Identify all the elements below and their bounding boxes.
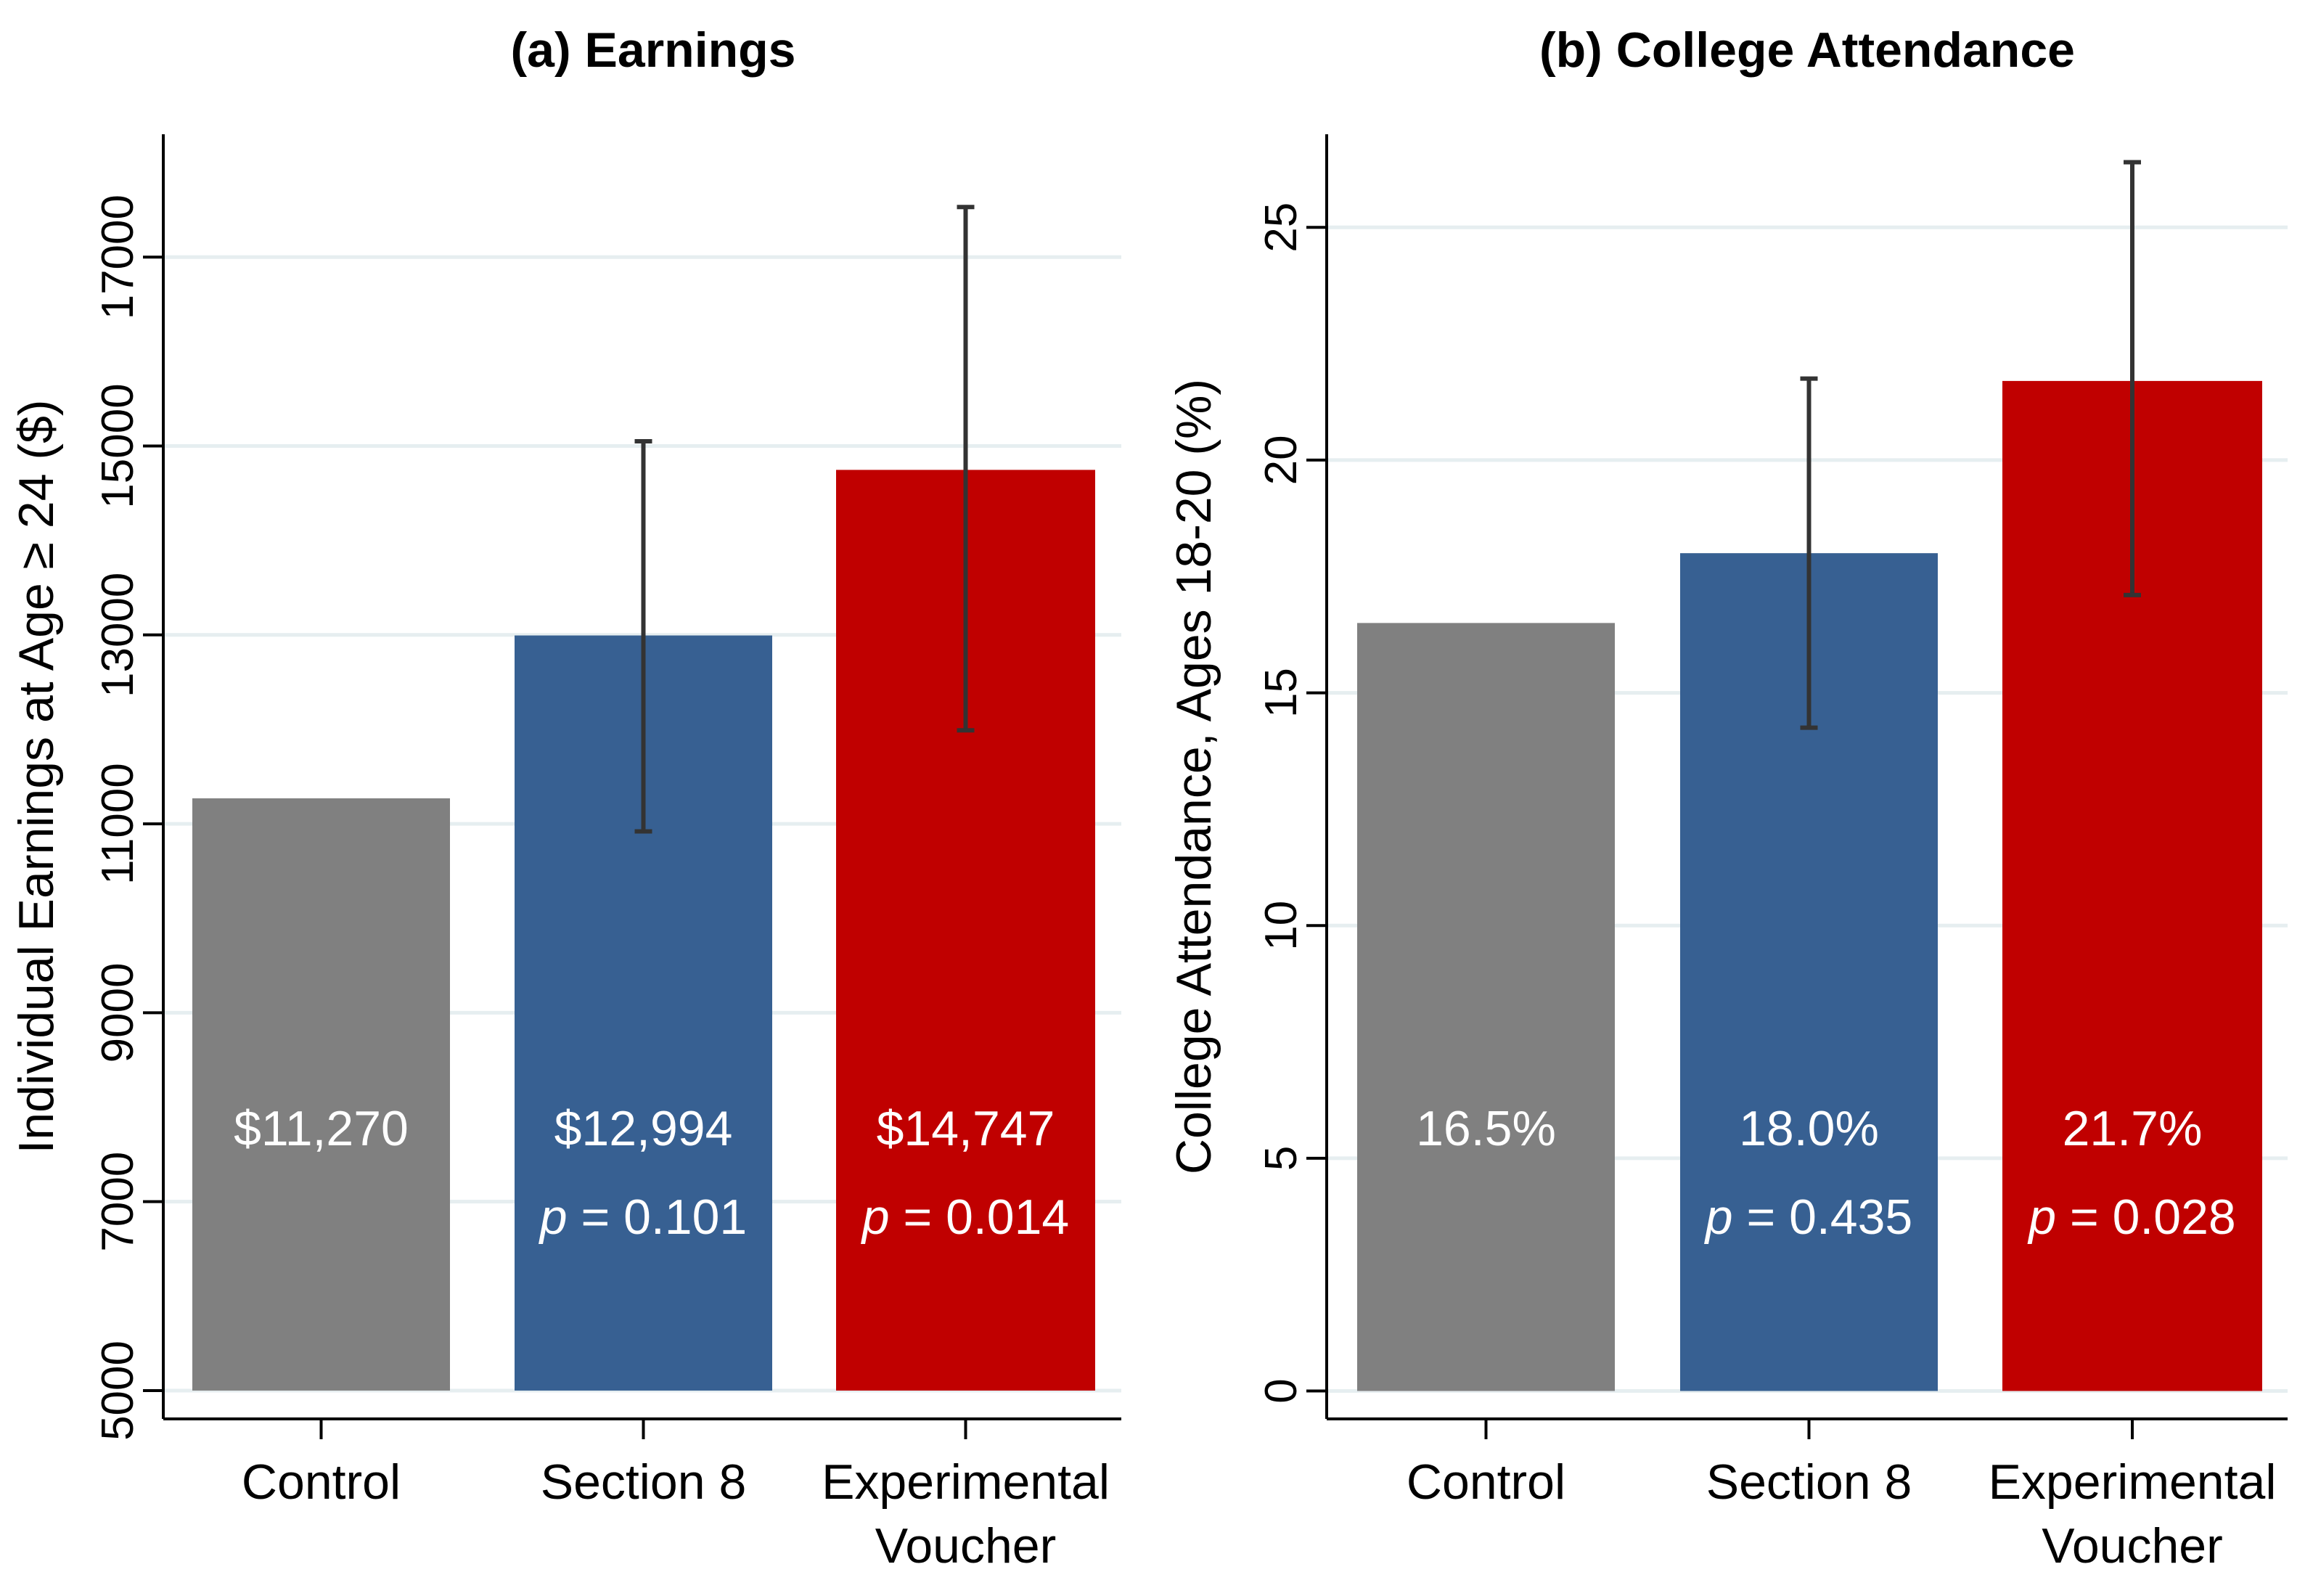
error-bar-1: [634, 438, 652, 834]
y-tick-label-3: 15: [1256, 668, 1306, 718]
x-tick-label-1-0: Section 8: [1706, 1454, 1912, 1510]
bar-value-label-0: 16.5%: [1416, 1101, 1556, 1156]
bar-value-label-1: 18.0%: [1739, 1101, 1879, 1156]
p-symbol: p: [861, 1190, 890, 1245]
p-symbol: p: [1704, 1190, 1733, 1245]
y-tick-label-5: 15000: [93, 383, 143, 508]
p-value-label-2: p = 0.014: [861, 1190, 1070, 1245]
y-tick-label-2: 9000: [93, 962, 143, 1063]
p-symbol: p: [2027, 1190, 2056, 1245]
x-tick-label-0-0: Control: [1407, 1454, 1565, 1510]
y-tick-label-1: 7000: [93, 1152, 143, 1252]
chart-title: (b) College Attendance: [1539, 22, 2075, 78]
p-value: = 0.435: [1733, 1190, 1913, 1245]
x-tick-label-2-0: Experimental: [822, 1454, 1110, 1510]
bar-value-label-2: $14,747: [877, 1101, 1055, 1156]
y-tick-label-0: 5000: [93, 1341, 143, 1441]
p-value: = 0.028: [2056, 1190, 2236, 1245]
p-value: = 0.014: [890, 1190, 1070, 1245]
chart-title: (a) Earnings: [511, 22, 796, 78]
bar-value-label-2: 21.7%: [2063, 1101, 2203, 1156]
p-value-label-1: p = 0.435: [1704, 1190, 1913, 1245]
x-tick-label-0-0: Control: [242, 1454, 401, 1510]
x-tick-label-2-1: Voucher: [875, 1518, 1057, 1574]
error-bar-2: [2124, 160, 2141, 597]
y-tick-label-6: 17000: [93, 195, 143, 319]
x-tick-label-2-0: Experimental: [1989, 1454, 2277, 1510]
panel-earnings: $11,270 $12,994 p = 0.101 $14,747 p = 0.014 5…: [9, 22, 1121, 1574]
y-tick-label-3: 11000: [93, 763, 143, 885]
p-symbol: p: [539, 1190, 568, 1245]
p-value: = 0.101: [568, 1190, 748, 1245]
y-tick-label-0: 0: [1256, 1378, 1306, 1403]
error-bar-1: [1800, 376, 1818, 730]
error-bar-2: [957, 205, 975, 733]
bar-0: [192, 798, 450, 1391]
y-tick-label-4: 13000: [93, 573, 143, 697]
y-axis-title: Individual Earnings at Age ≥ 24 ($): [9, 399, 64, 1153]
y-tick-label-1: 5: [1256, 1146, 1306, 1171]
bar-value-label-0: $11,270: [234, 1101, 409, 1156]
y-tick-label-5: 25: [1256, 202, 1306, 253]
bar-value-label-1: $12,994: [554, 1101, 733, 1156]
y-tick-label-4: 20: [1256, 435, 1306, 485]
y-axis-title: College Attendance, Ages 18-20 (%): [1166, 379, 1221, 1174]
y-tick-label-2: 10: [1256, 901, 1306, 951]
x-tick-label-2-1: Voucher: [2042, 1518, 2223, 1574]
bar-0: [1357, 623, 1615, 1391]
p-value-label-2: p = 0.028: [2027, 1190, 2236, 1245]
p-value-label-1: p = 0.101: [539, 1190, 748, 1245]
x-tick-label-1-0: Section 8: [541, 1454, 747, 1510]
